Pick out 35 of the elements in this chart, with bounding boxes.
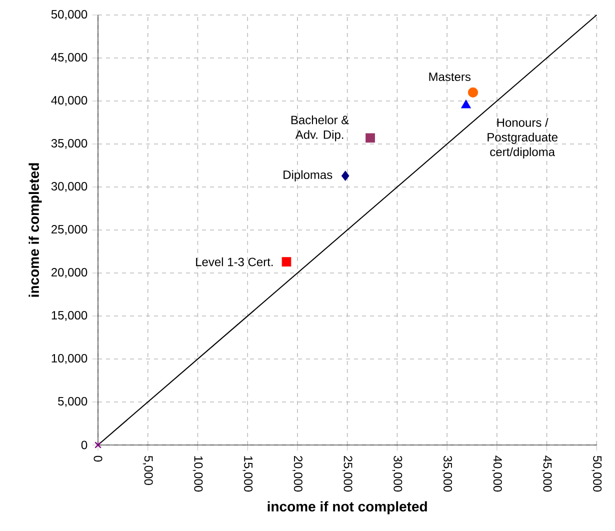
point <box>282 257 292 266</box>
x-tick-label: 20,000 <box>292 456 302 492</box>
x-tick-label: 30,000 <box>392 456 402 492</box>
point <box>468 87 478 98</box>
y-tick-label: 10,000 <box>52 354 88 364</box>
y-tick-label: 25,000 <box>52 225 88 235</box>
y-tick-label: 50,000 <box>51 10 88 20</box>
x-tick-label: 45,000 <box>542 456 552 492</box>
y-tick-label: 0 <box>81 440 88 450</box>
y-tick-label: 30,000 <box>51 182 88 192</box>
x-tick-label: 50,000 <box>592 456 602 492</box>
y-tick-label: 20,000 <box>52 268 88 278</box>
point <box>341 170 350 181</box>
point <box>461 100 471 108</box>
x-tick-label: 0 <box>94 456 102 462</box>
x-tick-label: 10,000 <box>192 456 203 492</box>
point <box>366 133 375 143</box>
series-label: Diplomas <box>284 170 332 182</box>
x-axis-title: income if not completed <box>268 501 427 514</box>
x-tick-label: 35,000 <box>442 456 452 492</box>
series-label: Masters <box>429 72 471 82</box>
series-label: Level 1-3 Cert. <box>196 257 273 266</box>
y-tick-label: 45,000 <box>51 53 88 63</box>
series-label: Honours / Postgraduate cert/diploma <box>488 118 558 159</box>
y-axis-title: income if completed <box>28 163 42 297</box>
y-tick-label: 40,000 <box>51 96 88 106</box>
y-tick-label: 35,000 <box>51 139 88 149</box>
y-tick-label: 15,000 <box>52 311 88 321</box>
point <box>94 442 102 448</box>
x-tick-label: 5,000 <box>142 456 153 485</box>
x-tick-label: 25,000 <box>342 456 352 492</box>
x-tick-label: 15,000 <box>242 456 253 492</box>
y-tick-label: 5,000 <box>58 397 88 407</box>
series-label: Bachelor & Adv. Dip. <box>291 115 349 142</box>
x-tick-label: 40,000 <box>492 456 502 492</box>
